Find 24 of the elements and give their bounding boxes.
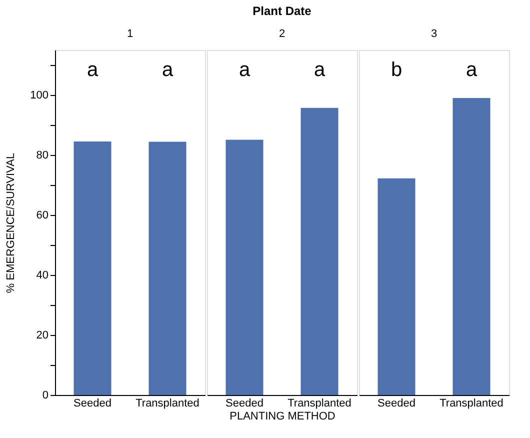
- annotation: a: [314, 59, 326, 81]
- y-tick-label: 80: [36, 150, 48, 162]
- x-axis-title: PLANTING METHOD: [230, 410, 336, 422]
- x-tick-label: Seeded: [378, 398, 416, 410]
- y-tick-label: 0: [42, 390, 48, 402]
- chart-subtitle: 1: [126, 28, 134, 40]
- annotation: a: [466, 59, 478, 81]
- x-tick-label: Seeded: [74, 398, 112, 410]
- annotation: a: [162, 59, 174, 81]
- y-tick-label: 40: [36, 270, 48, 282]
- y-axis-title: % EMERGENCE/SURVIVAL: [5, 152, 18, 294]
- chart-subtitle: 2: [278, 28, 286, 40]
- x-tick-label: Transplanted: [136, 398, 200, 410]
- y-tick-label: 100: [30, 90, 48, 102]
- annotation: a: [238, 59, 251, 81]
- y-tick-label: 20: [36, 330, 48, 342]
- chart-subtitle: 3: [430, 28, 438, 40]
- x-tick-label: Seeded: [226, 398, 264, 410]
- x-tick-label: Transplanted: [440, 398, 504, 410]
- annotation: a: [86, 59, 99, 81]
- chart-title: Plant Date: [252, 4, 312, 18]
- y-tick-label: 60: [36, 210, 48, 222]
- x-tick-label: Transplanted: [288, 398, 352, 410]
- annotation: b: [390, 59, 402, 81]
